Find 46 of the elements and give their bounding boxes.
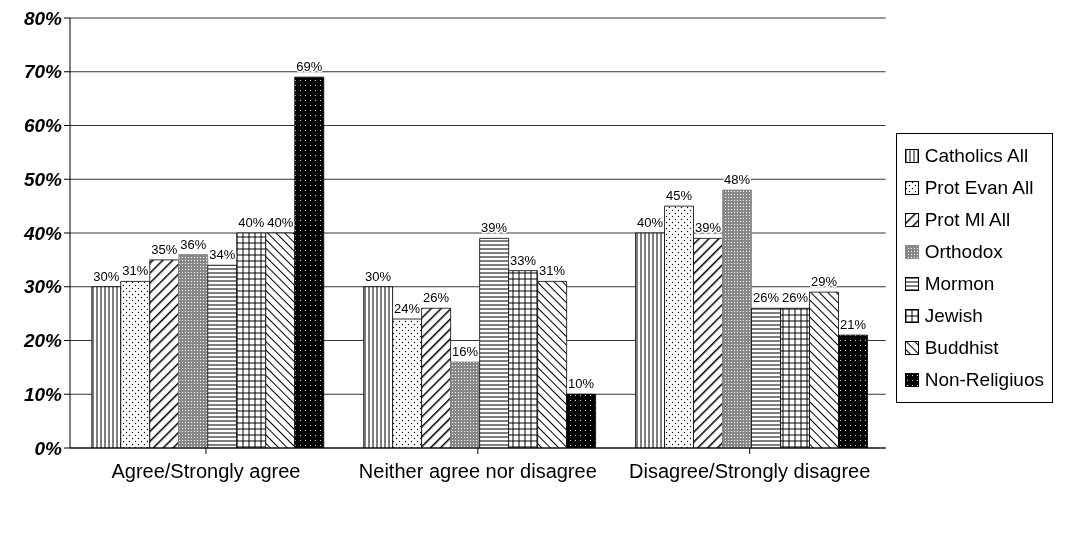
data-label: 26%	[782, 290, 809, 306]
x-tick-label: Disagree/Strongly disagree	[629, 460, 871, 483]
y-tick-label: 70%	[23, 61, 63, 83]
data-label: 21%	[840, 317, 867, 333]
data-label: 31%	[122, 263, 149, 279]
data-label: 30%	[93, 268, 120, 284]
legend-label: Prot Evan All	[924, 176, 1034, 200]
y-tick-label: 80%	[23, 7, 63, 29]
y-tick-label: 20%	[22, 330, 63, 352]
y-tick-label: 40%	[22, 222, 63, 244]
data-label: 40%	[267, 215, 294, 230]
data-label: 39%	[695, 220, 722, 236]
legend-label: Mormon	[924, 272, 995, 296]
y-tick-label: 10%	[23, 383, 63, 405]
y-tick-label: 0%	[34, 437, 63, 459]
data-label: 30%	[365, 268, 392, 284]
data-label: 34%	[209, 247, 236, 263]
legend-label: Non-Religiuos	[924, 368, 1044, 392]
x-tick-label: Neither agree nor disagree	[358, 460, 597, 483]
data-label: 36%	[180, 236, 207, 252]
data-label: 24%	[394, 301, 421, 316]
data-label: 10%	[568, 376, 595, 392]
bar	[450, 361, 481, 448]
data-label: 26%	[753, 290, 780, 306]
legend-label: Prot Ml All	[924, 208, 1011, 232]
data-label: 31%	[539, 263, 566, 279]
data-label: 39%	[481, 220, 508, 236]
data-label: 33%	[510, 252, 537, 268]
y-tick-label: 60%	[23, 115, 63, 137]
y-tick-label: 50%	[23, 168, 63, 190]
data-label: 35%	[151, 241, 178, 257]
legend-label: Buddhist	[924, 336, 999, 360]
legend-label: Orthodox	[924, 240, 1003, 264]
legend-label: Catholics All	[924, 144, 1029, 168]
bar	[178, 254, 209, 448]
data-label: 16%	[452, 344, 479, 359]
data-label: 26%	[423, 290, 450, 306]
legend-label: Jewish	[924, 304, 983, 328]
data-label: 40%	[637, 215, 664, 230]
x-tick-label: Agree/Strongly agree	[111, 460, 301, 483]
bar	[722, 189, 752, 448]
data-label: 69%	[296, 59, 323, 75]
data-label: 40%	[238, 215, 265, 230]
data-label: 45%	[666, 188, 693, 204]
y-tick-label: 30%	[23, 276, 63, 298]
data-label: 29%	[811, 274, 838, 290]
